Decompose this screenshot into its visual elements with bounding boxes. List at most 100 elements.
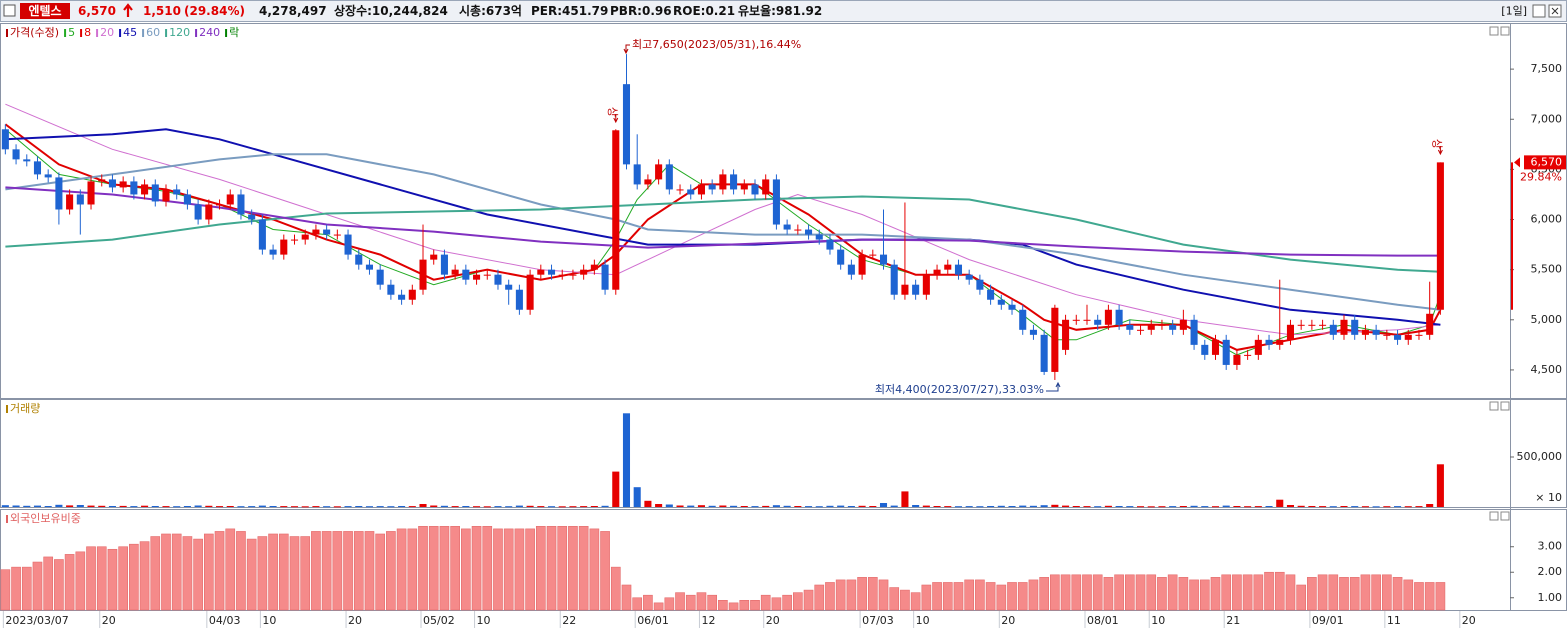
foreign-ratio-bar [0, 569, 11, 611]
volume-bar [1286, 505, 1294, 507]
volume-bar [290, 506, 299, 508]
candle-body [751, 184, 759, 195]
foreign-ratio-bar [21, 566, 32, 611]
candle-body [569, 274, 577, 276]
volume-bar [98, 505, 106, 507]
foreign-ratio-bar [857, 577, 867, 611]
foreign-ratio-bar [846, 579, 857, 611]
volume-bar [687, 505, 695, 507]
legend-label: 가격(수정) [10, 26, 59, 39]
volume-bar [494, 506, 502, 508]
volume-bar [622, 413, 631, 507]
period[interactable]: [1일] [1501, 4, 1527, 18]
foreign-ratio-bar [1017, 582, 1028, 611]
volume-bar [612, 471, 620, 507]
y-tick-label: 2.00 [1538, 565, 1563, 578]
volume-bar [762, 505, 770, 507]
candle-body [1244, 354, 1252, 356]
volume-bar [515, 505, 523, 507]
volume-bar [1426, 504, 1434, 507]
foreign-ratio-bar [600, 531, 610, 611]
foreign-ratio-bar [1274, 571, 1285, 611]
candle-body [258, 219, 266, 250]
candle-body [1126, 324, 1134, 330]
candle-body [33, 161, 42, 175]
candle-body [1351, 319, 1359, 335]
volume-bar [719, 505, 727, 507]
foreign-ratio-bar [814, 584, 825, 611]
foreign-ratio-bar [1157, 577, 1167, 611]
foreign-ratio-bar [750, 600, 760, 611]
last-price-pointer [1514, 157, 1520, 168]
candle-body [944, 264, 952, 270]
foreign-ratio-bar [1296, 584, 1307, 611]
candle-body [1276, 339, 1284, 345]
candle-body [912, 284, 920, 295]
candle-body [173, 189, 181, 195]
volume-bar [1083, 506, 1091, 508]
candle-body [344, 234, 352, 255]
volume-bar [922, 505, 930, 507]
candle-body [1340, 319, 1348, 335]
foreign-ratio-bar [268, 533, 278, 611]
volume-bar [398, 506, 406, 507]
foreign-ratio-bar [1146, 574, 1157, 611]
last-price-box [1524, 155, 1566, 170]
candle-body [1072, 319, 1080, 321]
candle-body [1136, 329, 1145, 331]
low-annotation-arrow [1046, 381, 1061, 392]
x-tick-label: 21 [1226, 614, 1240, 627]
foreign-ratio-bar [1135, 574, 1146, 611]
candle-body [858, 254, 866, 275]
candle-body [494, 274, 502, 285]
name-box [20, 3, 70, 19]
per: PER:451.79 [531, 4, 608, 18]
foreign-ratio-bar [546, 526, 557, 611]
volume-bar [1158, 506, 1166, 508]
foreign-ratio-bar [171, 533, 182, 611]
volume-bar [1340, 506, 1348, 507]
candle-body [933, 269, 941, 275]
foreign-ratio-bar [771, 597, 782, 611]
candle-body [794, 229, 802, 231]
candle-body [1361, 329, 1369, 335]
x-tick-label: 04/03 [209, 614, 241, 627]
panel-button[interactable] [1489, 511, 1499, 521]
candle-body [408, 289, 416, 300]
foreign-ratio-bar [803, 589, 814, 611]
volume-bar [933, 506, 941, 507]
foreign-ratio-bar [1435, 582, 1446, 611]
volume-bar [890, 505, 898, 507]
panel-button[interactable] [1500, 511, 1510, 521]
checkbox[interactable] [3, 4, 16, 17]
volume-bar [1104, 505, 1112, 507]
panel-button[interactable] [1489, 401, 1499, 411]
volume-bar [1169, 506, 1177, 508]
volume-bar [547, 506, 556, 508]
foreign-ratio-bar [1382, 574, 1392, 611]
volume-bar [783, 505, 791, 507]
candle-body [376, 269, 384, 285]
foreign-ratio-bar [257, 536, 268, 611]
candle-body [205, 204, 213, 220]
foreign-ratio-bar [760, 594, 771, 611]
candle-body [323, 229, 331, 235]
foreign-ratio-bar [643, 594, 653, 611]
panel-button[interactable] [1500, 401, 1510, 411]
volume-bar [1126, 506, 1134, 508]
foreign-ratio-bar [246, 538, 257, 611]
y-tick-label: 4,500 [1531, 363, 1563, 376]
foreign-ratio-bar [118, 546, 128, 611]
x-tick-label: 10 [916, 614, 930, 627]
candle-body [837, 249, 845, 265]
volume-bar [151, 506, 159, 507]
volume-bar [1394, 506, 1402, 508]
panel-button[interactable] [1500, 26, 1510, 36]
maximize-button[interactable] [1532, 4, 1546, 18]
panel-button[interactable] [1489, 26, 1499, 36]
candle-body [483, 274, 491, 276]
foreign-ratio-bar [203, 533, 214, 611]
candle-body [301, 234, 309, 240]
foreign-ratio-bar [557, 526, 568, 611]
